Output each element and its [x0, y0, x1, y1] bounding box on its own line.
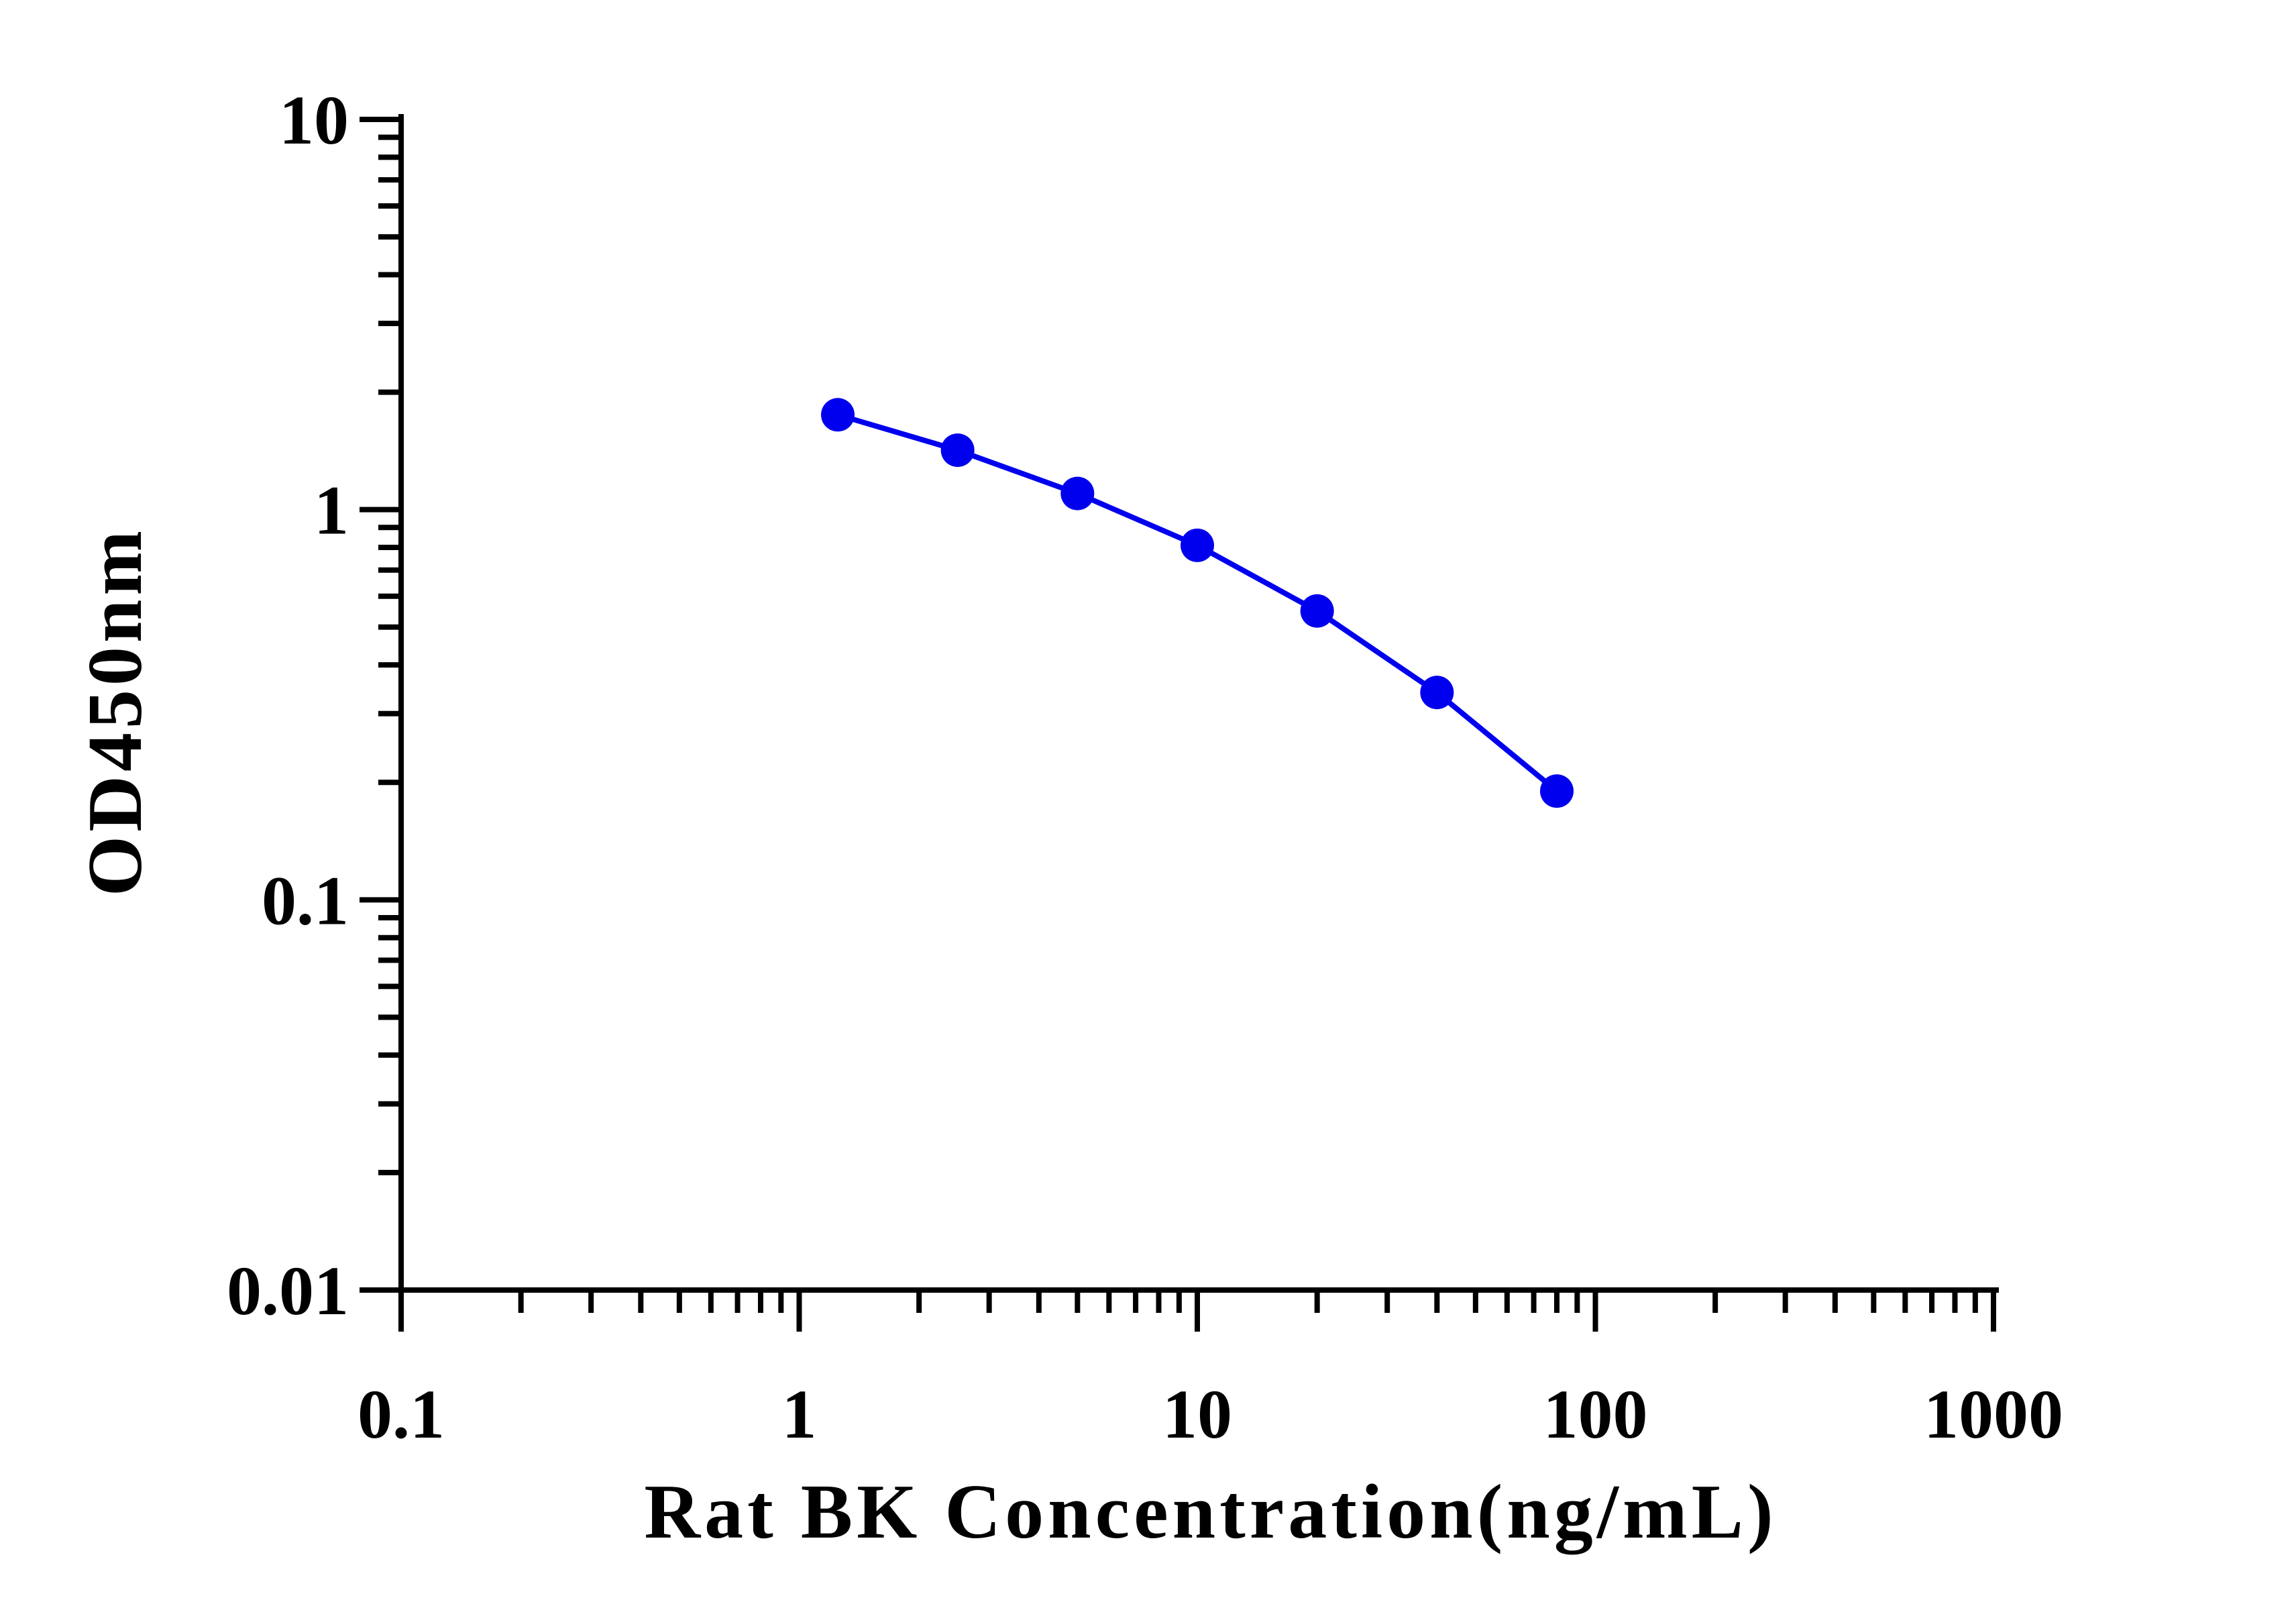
x-tick-label: 100: [1543, 1376, 1648, 1453]
data-point: [1300, 594, 1334, 628]
data-point: [1539, 774, 1574, 808]
y-tick-label: 0.1: [262, 862, 349, 939]
x-axis-title: Rat BK Concentration(ng/mL): [644, 1469, 1777, 1555]
x-tick-label: 10: [1162, 1376, 1232, 1453]
y-tick-label: 1: [314, 472, 349, 549]
x-axis-minor-ticks: [518, 1290, 1978, 1313]
y-axis-title: OD450nm: [72, 527, 158, 896]
y-axis-tick-labels: 0.01 0.1 1 10: [227, 82, 349, 1330]
y-tick-label: 10: [279, 82, 349, 159]
x-axis-tick-labels: 0.1 1 10 100 1000: [358, 1376, 2063, 1453]
x-axis-major-ticks: [398, 1290, 1996, 1332]
y-axis-minor-ticks: [378, 134, 401, 1175]
x-tick-label: 0.1: [358, 1376, 445, 1453]
data-point: [1181, 528, 1214, 562]
y-axis-major-ticks: [360, 117, 401, 1293]
series-layer: [821, 398, 1574, 808]
data-point: [940, 433, 975, 468]
x-tick-label: 1000: [1924, 1376, 2063, 1453]
y-tick-label: 0.01: [227, 1252, 349, 1330]
series-line: [836, 412, 1559, 794]
data-point: [821, 398, 855, 432]
x-tick-label: 1: [782, 1376, 817, 1453]
data-point: [1060, 476, 1095, 511]
data-point: [1420, 676, 1454, 710]
